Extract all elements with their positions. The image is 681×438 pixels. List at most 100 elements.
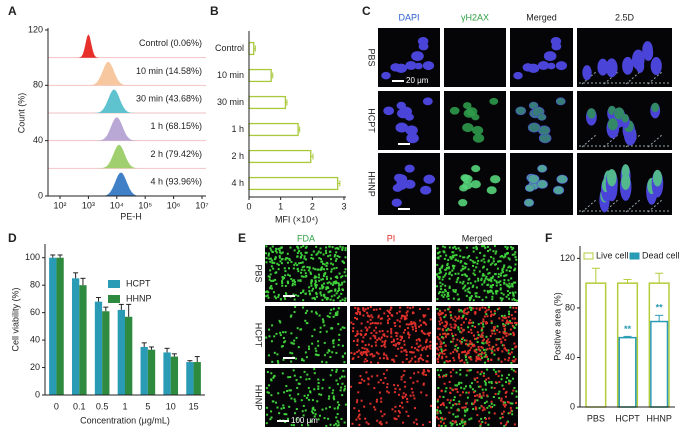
cell-dot <box>451 340 454 343</box>
cell-dot <box>490 382 493 385</box>
cell-dot <box>480 322 483 325</box>
cell-dot <box>283 341 286 344</box>
cell-dot <box>341 246 344 249</box>
cell-dot <box>316 400 319 403</box>
cell-dot <box>311 297 314 300</box>
cell-dot <box>406 310 409 313</box>
cell-dot <box>488 381 491 384</box>
grid-3d <box>581 198 598 213</box>
cell-dot <box>458 422 461 425</box>
foci <box>539 133 551 143</box>
cell-dot <box>288 267 291 270</box>
cell-dot <box>388 312 391 315</box>
cell-dot <box>456 278 459 281</box>
cell-dot <box>459 360 462 363</box>
cell-dot <box>402 314 405 317</box>
cell-dot <box>449 421 452 424</box>
cell-dot <box>445 355 448 358</box>
cell-dot <box>454 315 457 318</box>
cell-dot <box>498 397 501 400</box>
cell-dot <box>402 392 405 395</box>
cell-dot <box>493 353 496 356</box>
cell-dot <box>477 279 480 282</box>
cell-dot <box>320 393 323 396</box>
cell-dot <box>321 260 324 263</box>
cell-dot <box>382 333 385 336</box>
cell-dot <box>463 409 466 412</box>
cell-dot <box>271 259 274 262</box>
cell-dot <box>265 387 268 390</box>
cell-dot <box>422 382 425 385</box>
cell-dot <box>307 387 310 390</box>
cell-dot <box>441 266 444 269</box>
cell-dot <box>501 374 504 377</box>
cell-dot <box>461 359 464 362</box>
cell-dot <box>439 285 442 288</box>
cell-dot <box>317 276 320 279</box>
cell-dot <box>325 264 328 267</box>
cell-dot <box>457 277 460 280</box>
cell-dot <box>439 271 442 274</box>
cell-dot <box>506 290 509 293</box>
cell-dot <box>465 374 468 377</box>
cell-dot <box>377 352 380 355</box>
cell-dot <box>492 275 495 278</box>
cell-dot <box>490 276 493 279</box>
cell-dot <box>394 410 397 413</box>
cell-dot <box>438 395 441 398</box>
cell-dot <box>500 292 503 295</box>
cell-dot <box>503 405 506 408</box>
cell-dot <box>449 371 452 374</box>
cell-dot <box>439 268 442 271</box>
cell-dot <box>360 378 363 381</box>
cell-dot <box>325 275 328 278</box>
cell-dot <box>477 259 480 262</box>
cell-dot <box>321 285 324 288</box>
cell-dot <box>299 279 302 282</box>
cell-dot <box>307 394 310 397</box>
cell-dot <box>376 338 379 341</box>
cell-dot <box>370 375 373 378</box>
cell-dot <box>466 396 469 399</box>
cell-dot <box>331 392 334 395</box>
cell-dot <box>384 345 387 348</box>
cell-dot <box>451 332 454 335</box>
cell-dot <box>503 344 506 347</box>
cell-dot <box>490 386 493 389</box>
cell-dot <box>306 373 309 376</box>
cell-dot <box>515 323 518 326</box>
cell-dot <box>452 256 455 259</box>
cell-dot <box>332 282 335 285</box>
y-tick-label: 20 <box>30 362 40 372</box>
cell-dot <box>463 351 466 354</box>
cell-dot <box>508 320 511 323</box>
cell-dot <box>515 258 518 261</box>
cell-dot <box>290 332 293 335</box>
cell-dot <box>507 359 510 362</box>
cell-dot <box>358 414 361 417</box>
cell-dot <box>481 298 484 301</box>
cell-dot <box>318 287 321 290</box>
cell-dot <box>307 398 310 401</box>
cell-dot <box>386 356 389 359</box>
cell-dot <box>452 368 455 371</box>
cell-dot <box>316 252 319 255</box>
cell-dot <box>505 321 508 324</box>
image <box>444 153 506 215</box>
cell-dot <box>479 358 482 361</box>
cell-dot <box>508 292 511 295</box>
cell-dot <box>450 257 453 260</box>
cell-dot <box>266 290 269 293</box>
cell-dot <box>443 352 446 355</box>
cell-dot <box>386 390 389 393</box>
cell-dot <box>308 377 311 380</box>
cell-dot <box>487 423 490 426</box>
cell-dot <box>284 340 287 343</box>
cell-dot <box>459 249 462 252</box>
x-tick-label: 2 <box>310 201 315 211</box>
cell-dot <box>475 357 478 360</box>
cell-dot <box>325 298 328 301</box>
cell-dot <box>271 287 274 290</box>
cell-dot <box>302 245 305 248</box>
cell-dot <box>296 264 299 267</box>
